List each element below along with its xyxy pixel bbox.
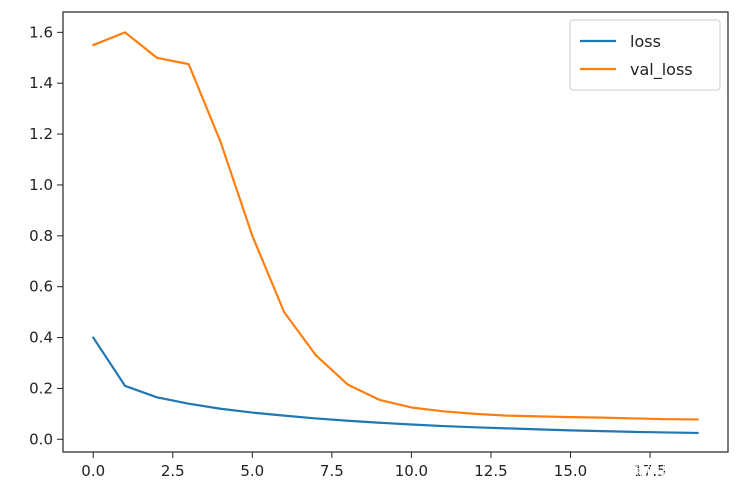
series-line-loss (92, 336, 699, 435)
x-tick-label: 2.5 (161, 462, 185, 480)
x-tick-label: 10.0 (395, 462, 428, 480)
legend: loss val_loss (569, 19, 721, 91)
axes-frame (62, 11, 729, 453)
watermark: @稀土掘金技术社区 (590, 464, 707, 480)
x-tick-label: 0.0 (81, 462, 105, 480)
watermark-text: @稀土掘金技术社区 (590, 464, 707, 480)
x-tick-label: 7.5 (320, 462, 344, 480)
series-layer (92, 31, 699, 435)
ticks-layer: 0.0 2.5 5.0 7.5 10.0 12.5 15.0 17.5 0.0 0.2 0.4 0.6… (29, 23, 667, 480)
y-tick-label: 1.6 (29, 23, 53, 41)
y-tick-label: 1.2 (29, 125, 53, 143)
y-tick-label: 0.4 (29, 329, 53, 347)
legend-label-loss: loss (630, 32, 661, 51)
legend-label-val-loss: val_loss (630, 60, 693, 80)
x-tick-label: 12.5 (474, 462, 507, 480)
legend-box (569, 19, 721, 91)
x-tick-label: 5.0 (240, 462, 264, 480)
x-tick-label: 15.0 (554, 462, 587, 480)
y-tick-label: 0.6 (29, 278, 53, 296)
y-tick-label: 1.4 (29, 74, 53, 92)
x-tick-label: 17.5 (633, 462, 666, 480)
y-tick-label: 0.2 (29, 379, 53, 397)
y-tick-label: 0.0 (29, 430, 53, 448)
axes-border (62, 11, 729, 453)
y-tick-label: 0.8 (29, 227, 53, 245)
y-tick-label: 1.0 (29, 176, 53, 194)
series-line-val-loss (92, 31, 699, 421)
